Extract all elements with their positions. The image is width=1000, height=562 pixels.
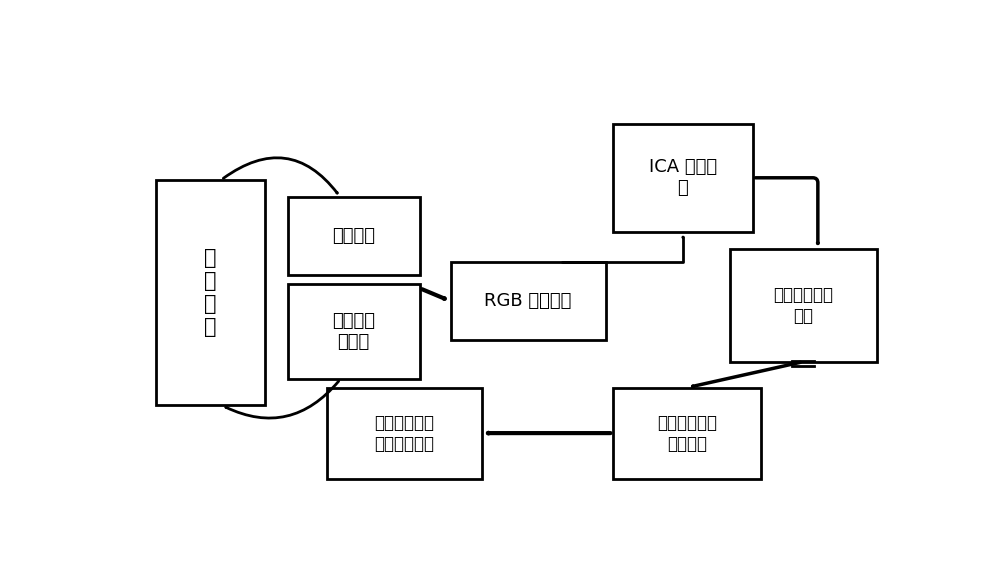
Text: ICA 心率提
取: ICA 心率提 取 bbox=[649, 158, 717, 197]
Text: 感兴趣区
域提取: 感兴趣区 域提取 bbox=[332, 312, 375, 351]
Bar bbox=[450, 262, 606, 340]
Text: 根据心率判断
情绪: 根据心率判断 情绪 bbox=[773, 286, 833, 325]
Text: 人脸识别: 人脸识别 bbox=[332, 227, 375, 245]
Text: 对获得的结果
进行验证反馈: 对获得的结果 进行验证反馈 bbox=[374, 414, 434, 452]
Bar bbox=[730, 249, 877, 362]
Text: 人
脸
视
频: 人 脸 视 频 bbox=[204, 248, 216, 337]
Bar bbox=[613, 124, 753, 232]
Bar bbox=[288, 284, 420, 379]
Bar bbox=[613, 388, 761, 479]
Bar bbox=[156, 180, 264, 405]
Bar bbox=[326, 388, 482, 479]
Text: RGB 通道分离: RGB 通道分离 bbox=[484, 292, 572, 310]
Text: 对样品进行调
试与优化: 对样品进行调 试与优化 bbox=[657, 414, 717, 452]
Bar bbox=[288, 197, 420, 275]
